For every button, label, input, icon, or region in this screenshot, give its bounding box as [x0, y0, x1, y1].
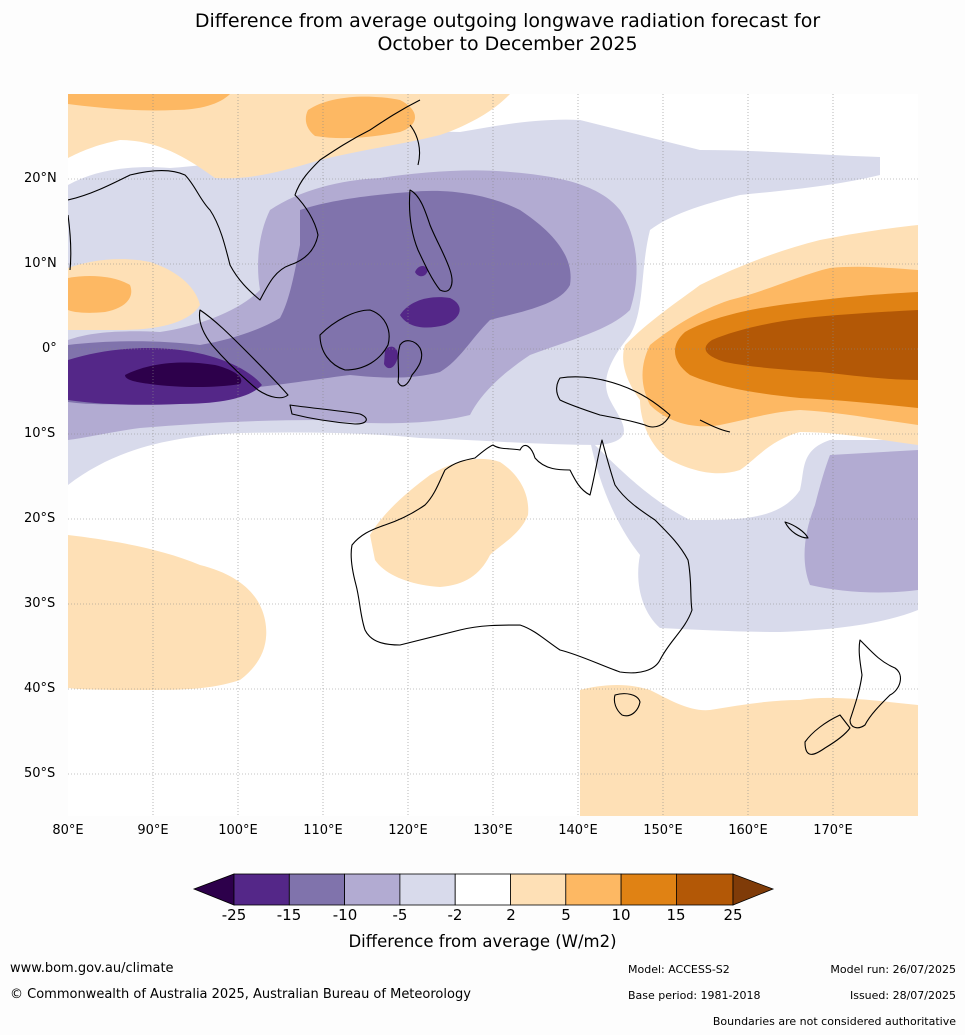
colorbar-tick: -5	[392, 906, 408, 924]
colorbar-bin-pos2	[510, 873, 567, 906]
colorbar	[192, 873, 775, 906]
colorbar-tick: -15	[276, 906, 302, 924]
colorbar-bin-neutral	[454, 873, 511, 906]
lon-label-90e: 90°E	[137, 823, 169, 838]
new-guinea-coastline	[556, 376, 671, 428]
lon-label-130e: 130°E	[473, 823, 513, 838]
disclaimer-text: Boundaries are not considered authoritat…	[712, 1015, 956, 1028]
copyright-text: © Commonwealth of Australia 2025, Austra…	[10, 987, 471, 1002]
north-island-nz-coastline	[849, 639, 901, 729]
colorbar-bin-pos5	[565, 873, 622, 906]
colorbar-tick: 15	[666, 906, 686, 924]
grid-lines	[68, 94, 918, 816]
colorbar-tick: 5	[561, 906, 571, 924]
japan-taiwan-coastline	[409, 124, 421, 166]
colorbar-bin-pos10	[620, 873, 677, 906]
colorbar-tick: 25	[723, 906, 743, 924]
lon-label-110e: 110°E	[303, 823, 343, 838]
coastlines	[68, 99, 901, 755]
mainland-asia-coastline	[68, 99, 421, 301]
anomaly-neg-dark	[68, 190, 571, 405]
anomaly-pos-medium-west	[68, 276, 132, 313]
sulawesi-coastline	[397, 340, 423, 387]
colorbar-label: Difference from average (W/m2)	[348, 932, 617, 951]
website-link[interactable]: www.bom.gov.au/climate	[10, 961, 174, 976]
tasmania-coastline	[613, 693, 641, 717]
issued-text: Issued: 28/07/2025	[849, 989, 956, 1002]
lon-label-140e: 140°E	[558, 823, 598, 838]
anomaly-neg-deep-3	[415, 266, 428, 277]
india-coastline	[68, 214, 72, 271]
model-run-text: Model run: 26/07/2025	[830, 963, 956, 976]
anomaly-pos-medium-north-2	[68, 94, 230, 111]
colorbar-bin-neg10	[344, 873, 401, 906]
anomaly-neg-deep-4	[384, 346, 398, 369]
lon-label-150e: 150°E	[643, 823, 683, 838]
solomon-vanuatu-coastline	[699, 419, 731, 433]
anomaly-pos-deep	[705, 310, 918, 380]
lon-label-120e: 120°E	[388, 823, 428, 838]
lat-label-50s: 50°S	[24, 766, 56, 781]
lon-label-100e: 100°E	[218, 823, 258, 838]
colorbar-bin-pos15	[676, 873, 734, 906]
south-island-nz-coastline	[804, 714, 851, 755]
colorbar-bin-neg5	[399, 873, 456, 906]
colorbar-tick: -25	[221, 906, 247, 924]
lat-label-0: 0°	[42, 341, 57, 356]
title-line-1: Difference from average outgoing longwav…	[194, 10, 821, 32]
anomaly-neg-deep-2	[400, 297, 460, 328]
lat-label-10s: 10°S	[24, 426, 56, 441]
colorbar-tick: -10	[332, 906, 358, 924]
lon-label-170e: 170°E	[813, 823, 853, 838]
base-period-text: Base period: 1981-2018	[628, 989, 761, 1002]
anomaly-pos-light-australia	[370, 458, 529, 587]
anomaly-neg-extreme	[125, 362, 242, 387]
new-caledonia-coastline	[784, 521, 809, 539]
lon-label-160e: 160°E	[728, 823, 768, 838]
lat-label-40s: 40°S	[24, 681, 56, 696]
lat-label-20n: 20°N	[24, 171, 57, 186]
lat-label-30s: 30°S	[24, 596, 56, 611]
colorbar-bin-neg25	[233, 873, 290, 906]
philippines-coastline	[408, 189, 453, 292]
colorbar-tick: 2	[506, 906, 516, 924]
australia-coastline	[350, 439, 693, 674]
anomaly-pos-light-southeast	[580, 685, 918, 816]
colorbar-tick: -2	[447, 906, 463, 924]
borneo-coastline	[319, 309, 390, 371]
title-line-2: October to December 2025	[377, 33, 638, 55]
anomaly-pos-light-southwest	[68, 535, 267, 690]
map-title: Difference from average outgoing longwav…	[0, 10, 965, 56]
colorbar-above-max	[732, 873, 775, 906]
colorbar-tick: 10	[611, 906, 631, 924]
lat-label-20s: 20°S	[24, 511, 56, 526]
colorbar-bin-neg15	[288, 873, 345, 906]
java-coastline	[289, 404, 367, 425]
sumatra-coastline	[198, 309, 289, 399]
lon-label-80e: 80°E	[52, 823, 84, 838]
colorbar-below-min	[192, 873, 235, 906]
model-text: Model: ACCESS-S2	[628, 963, 730, 976]
anomaly-pos-medium-north	[305, 96, 415, 139]
lat-label-10n: 10°N	[24, 256, 57, 271]
